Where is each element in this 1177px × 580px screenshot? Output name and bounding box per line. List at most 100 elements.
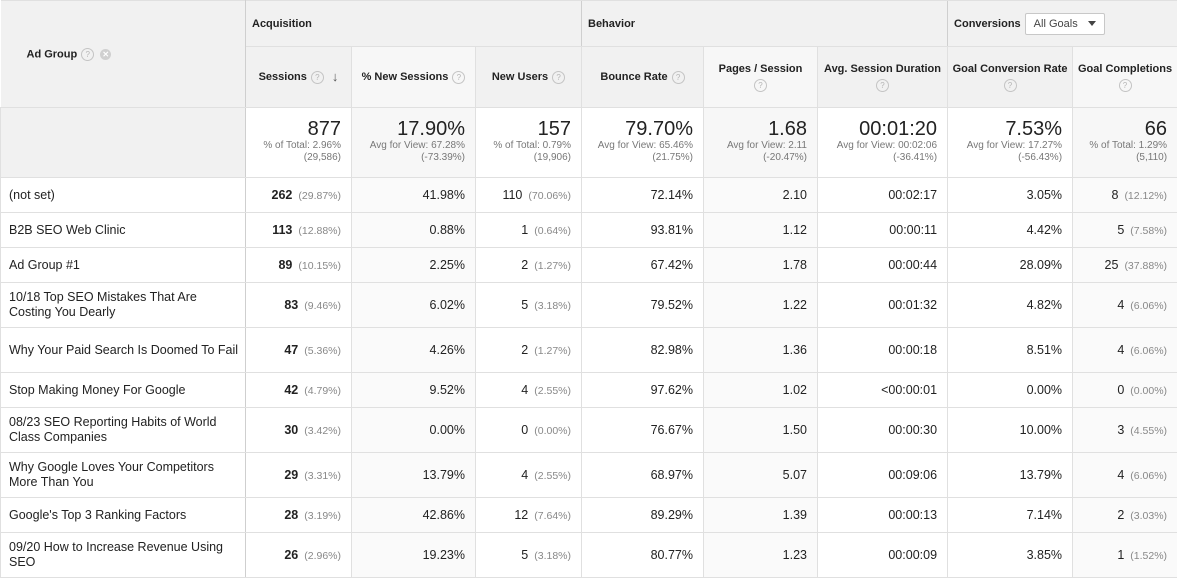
new-users-value: 2 (521, 343, 529, 357)
col-label: Avg. Session Duration (824, 63, 941, 75)
pages-session-value: 5.07 (782, 468, 807, 482)
total-cell: 17.90% Avg for View: 67.28% (-73.39%) (351, 107, 476, 178)
col-label: Goal Conversion Rate (952, 63, 1068, 75)
col-header-new-users[interactable]: New Users? (475, 46, 582, 108)
ad-group-header[interactable]: Ad Group? ✕ (0, 0, 246, 108)
ad-group-link[interactable]: 08/23 SEO Reporting Habits of World Clas… (0, 407, 246, 453)
acquisition-label: Acquisition (252, 17, 312, 30)
new-users-cell: 0 (0.00%) (475, 407, 582, 453)
new-users-percent: (0.00%) (534, 425, 571, 437)
col-header-pages-session[interactable]: Pages / Session? (703, 46, 818, 108)
new-users-percent: (1.27%) (534, 260, 571, 272)
bounce-rate-value: 67.42% (650, 258, 693, 272)
col-label: New Users (491, 71, 549, 83)
col-header-bounce-rate[interactable]: Bounce Rate? (581, 46, 704, 108)
new-sessions-value: 19.23% (422, 548, 465, 562)
goals-dropdown-value: All Goals (1033, 17, 1078, 30)
total-detail: Avg for View: 2.11 (726, 140, 807, 151)
pages-session-value: 1.78 (782, 258, 807, 272)
total-detail: (21.75%) (652, 152, 693, 163)
col-header-goal-completions[interactable]: Goal Completions? (1072, 46, 1177, 108)
total-cell: 7.53% Avg for View: 17.27% (-56.43%) (947, 107, 1074, 178)
duration-value: 00:00:11 (889, 223, 938, 237)
new-users-cell: 1 (0.64%) (475, 212, 582, 248)
bounce-rate-cell: 80.77% (581, 532, 704, 578)
total-detail: % of Total: 2.96% (263, 140, 341, 151)
help-icon[interactable]: ? (876, 79, 890, 92)
col-header-avg-duration[interactable]: Avg. Session Duration? (816, 46, 949, 108)
help-icon[interactable]: ? (671, 70, 685, 84)
ad-group-name: Why Google Loves Your Competitors More T… (9, 460, 214, 489)
total-value: 79.70% (625, 118, 693, 140)
conv-rate-cell: 28.09% (947, 247, 1074, 283)
bounce-rate-value: 72.14% (650, 188, 693, 202)
pages-session-value: 2.10 (782, 188, 807, 202)
sort-arrow-icon[interactable]: ↓ (331, 69, 339, 85)
completions-value: 5 (1117, 223, 1125, 237)
new-sessions-cell: 9.52% (351, 372, 476, 408)
ad-group-link[interactable]: Ad Group #1 (0, 247, 246, 283)
ad-group-link[interactable]: (not set) (0, 177, 246, 213)
help-icon[interactable]: ? (452, 70, 466, 84)
new-users-value: 4 (521, 468, 529, 482)
help-icon[interactable]: ? (1003, 79, 1017, 92)
new-users-percent: (70.06%) (528, 190, 571, 202)
ad-group-link[interactable]: Why Google Loves Your Competitors More T… (0, 452, 246, 498)
bounce-rate-cell: 82.98% (581, 327, 704, 373)
new-sessions-value: 0.00% (429, 423, 465, 437)
col-header-new-sessions[interactable]: % New Sessions? (351, 46, 476, 108)
total-cell: 79.70% Avg for View: 65.46% (21.75%) (581, 107, 704, 178)
goals-dropdown[interactable]: All Goals (1024, 12, 1105, 35)
col-header-goal-conv-rate[interactable]: Goal Conversion Rate? (947, 46, 1074, 108)
completions-percent: (37.88%) (1124, 260, 1168, 272)
sessions-cell: 30 (3.42%) (245, 407, 352, 453)
ad-group-link[interactable]: Stop Making Money For Google (0, 372, 246, 408)
completions-percent: (1.52%) (1130, 550, 1168, 562)
total-detail: % of Total: 1.29% (1089, 140, 1168, 151)
help-icon[interactable]: ? (81, 47, 95, 61)
duration-cell: 00:00:13 (816, 497, 949, 533)
ad-group-link[interactable]: B2B SEO Web Clinic (0, 212, 246, 248)
duration-value: 00:00:09 (888, 548, 938, 562)
pages-session-cell: 1.02 (703, 372, 818, 408)
bounce-rate-cell: 93.81% (581, 212, 704, 248)
help-icon[interactable]: ? (310, 70, 324, 84)
ad-group-link[interactable]: Why Your Paid Search Is Doomed To Fail (0, 327, 246, 373)
new-users-percent: (2.55%) (534, 470, 571, 482)
pages-session-value: 1.36 (782, 343, 807, 357)
pages-session-value: 1.22 (782, 298, 807, 312)
completions-percent: (4.55%) (1130, 425, 1168, 437)
table-body: (not set) 262 (29.87%) 41.98% 110 (70.06%)… (0, 177, 1177, 578)
conversions-label: Conversions (954, 17, 1021, 30)
ad-group-link[interactable]: 09/20 How to Increase Revenue Using SEO (0, 532, 246, 578)
pages-session-cell: 2.10 (703, 177, 818, 213)
completions-percent: (6.06%) (1130, 345, 1168, 357)
conv-rate-value: 8.51% (1026, 343, 1063, 357)
help-icon[interactable]: ? (754, 79, 767, 92)
conv-rate-cell: 13.79% (947, 452, 1074, 498)
header-columns-row: Sessions? ↓ % New Sessions? New Users? Bo… (1, 46, 1177, 108)
help-icon[interactable]: ? (1118, 79, 1132, 92)
ad-group-name: 10/18 Top SEO Mistakes That Are Costing … (9, 290, 197, 319)
completions-percent: (7.58%) (1130, 225, 1168, 237)
new-users-value: 5 (521, 548, 529, 562)
total-cell: 877% of Total: 2.96% (29,586) (245, 107, 352, 178)
new-sessions-cell: 19.23% (351, 532, 476, 578)
ad-group-link[interactable]: 10/18 Top SEO Mistakes That Are Costing … (0, 282, 246, 328)
ad-group-name: (not set) (9, 187, 55, 202)
new-users-cell: 4 (2.55%) (475, 452, 582, 498)
new-users-value: 0 (521, 423, 529, 437)
duration-value: 00:02:17 (888, 188, 938, 202)
bounce-rate-value: 80.77% (650, 548, 693, 562)
completions-cell: 1 (1.52%) (1072, 532, 1177, 578)
remove-dimension-icon[interactable]: ✕ (100, 48, 112, 60)
ad-group-label: Ad Group (26, 47, 78, 60)
ad-group-link[interactable]: Google's Top 3 Ranking Factors (0, 497, 246, 533)
sessions-percent: (4.79%) (304, 385, 341, 397)
total-value: 00:01:20 (859, 118, 938, 140)
col-header-sessions[interactable]: Sessions? ↓ (245, 46, 352, 108)
help-icon[interactable]: ? (552, 70, 566, 84)
new-users-percent: (3.18%) (534, 550, 571, 562)
conv-rate-value: 3.85% (1026, 548, 1063, 562)
